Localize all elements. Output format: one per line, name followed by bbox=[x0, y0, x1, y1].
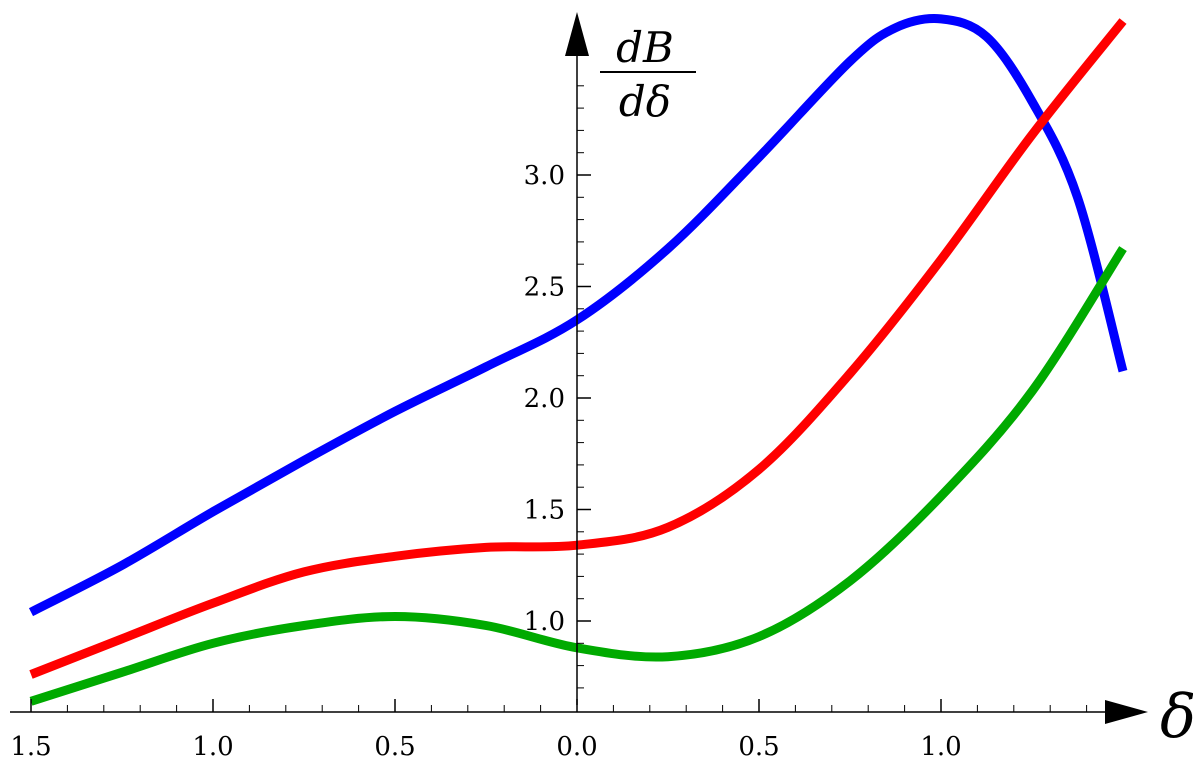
x-tick-label: 0.5 bbox=[738, 732, 779, 762]
y-tick-label: 1.5 bbox=[524, 496, 565, 526]
curves bbox=[28, 14, 1128, 706]
y-axis-arrowhead bbox=[565, 12, 589, 56]
y-tick-label: 2.5 bbox=[524, 273, 565, 303]
x-tick-label: 1.0 bbox=[192, 732, 233, 762]
x-axis-arrowhead bbox=[1105, 700, 1148, 724]
series-red-line bbox=[29, 18, 1127, 679]
series-green-line bbox=[29, 246, 1127, 706]
ticks: 1.5 1.0 0.5 0.0 0.5 1.0 1.0 1.5 2.0 2.5 3.0 bbox=[10, 40, 1088, 762]
y-tick-label: 2.0 bbox=[524, 384, 565, 414]
axis-labels: dB dδ δ bbox=[600, 23, 1193, 752]
y-axis-label-denominator: dδ bbox=[619, 77, 671, 126]
x-tick-label: 0.0 bbox=[556, 732, 597, 762]
y-tick-label: 1.0 bbox=[524, 607, 565, 637]
x-tick-label: 1.5 bbox=[10, 732, 51, 762]
axes bbox=[10, 12, 1148, 724]
x-tick-label: 0.5 bbox=[374, 732, 415, 762]
x-axis-label: δ bbox=[1160, 682, 1193, 752]
y-tick-label: 3.0 bbox=[524, 161, 565, 191]
y-axis-label-numerator: dB bbox=[616, 23, 674, 72]
series-blue-line bbox=[28, 14, 1128, 617]
x-tick-label: 1.0 bbox=[920, 732, 961, 762]
